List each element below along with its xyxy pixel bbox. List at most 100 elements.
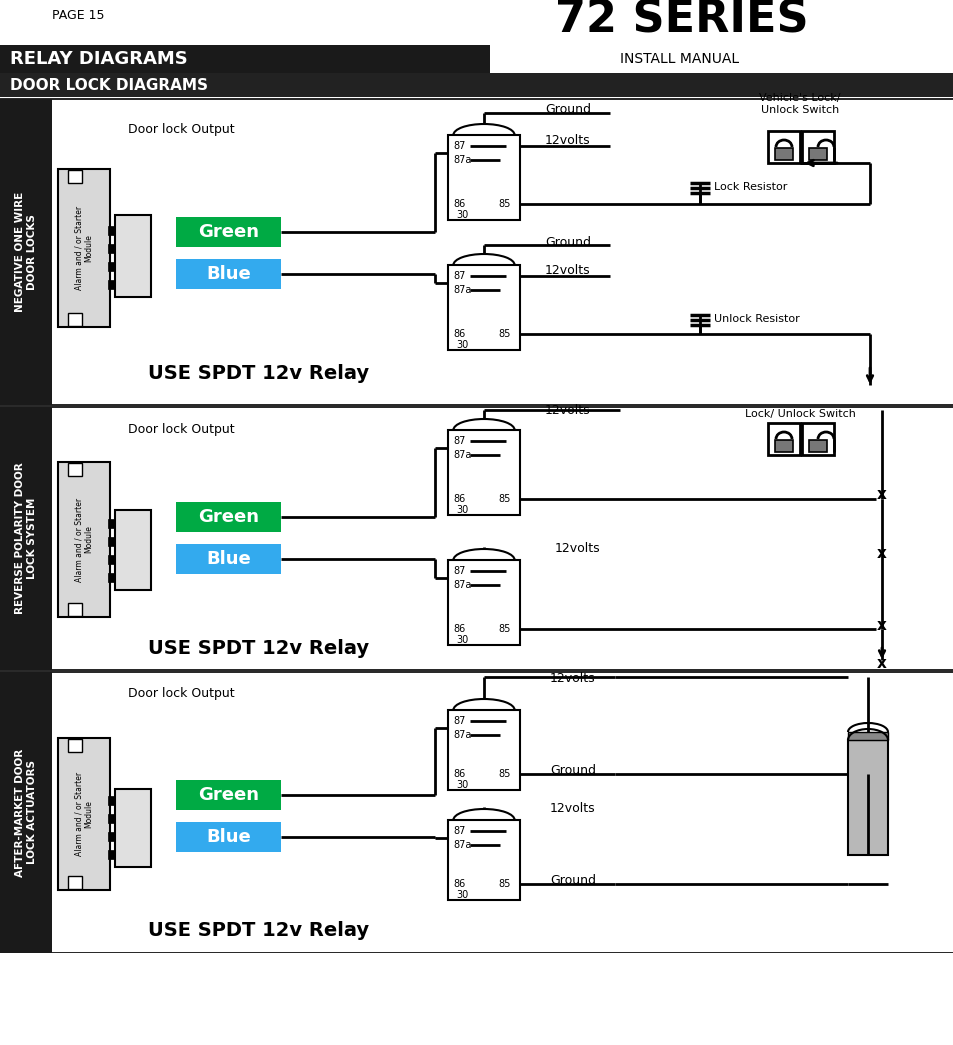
Text: AFTER-MARKET DOOR
LOCK ACTUATORS: AFTER-MARKET DOOR LOCK ACTUATORS: [15, 748, 37, 877]
Bar: [108, 814, 115, 823]
Bar: [58, 169, 110, 327]
Text: 30: 30: [456, 780, 468, 790]
Bar: [801, 423, 833, 455]
Bar: [448, 710, 519, 790]
Text: x: x: [876, 487, 886, 502]
Text: x: x: [876, 545, 886, 560]
Bar: [448, 820, 519, 900]
Bar: [175, 822, 281, 852]
Text: 85: 85: [497, 494, 510, 504]
Text: DOOR LOCK DIAGRAMS: DOOR LOCK DIAGRAMS: [10, 77, 208, 93]
Text: 30: 30: [456, 340, 468, 350]
Text: x: x: [876, 655, 886, 671]
Text: 30: 30: [456, 890, 468, 900]
Bar: [767, 423, 800, 455]
Bar: [448, 560, 519, 645]
Bar: [448, 265, 519, 350]
Text: Door lock Output: Door lock Output: [128, 122, 234, 136]
Bar: [808, 148, 826, 160]
Text: 12volts: 12volts: [544, 403, 590, 417]
Text: Alarm and / or Starter
Module: Alarm and / or Starter Module: [74, 497, 93, 582]
Bar: [808, 440, 826, 452]
Text: 87: 87: [453, 716, 465, 726]
Text: Ground: Ground: [550, 764, 596, 776]
Bar: [175, 259, 281, 289]
Text: Green: Green: [198, 508, 258, 526]
Text: 12volts: 12volts: [555, 541, 600, 555]
Bar: [108, 573, 115, 582]
Bar: [108, 226, 115, 235]
Text: x: x: [876, 618, 886, 632]
Text: Green: Green: [198, 786, 258, 804]
Bar: [108, 796, 115, 805]
Text: 30: 30: [456, 210, 468, 220]
Text: Unlock Resistor: Unlock Resistor: [713, 314, 799, 324]
Text: 87a: 87a: [453, 285, 471, 295]
Text: 87a: 87a: [453, 730, 471, 740]
Text: 85: 85: [497, 624, 510, 634]
Bar: [774, 440, 792, 452]
Bar: [175, 544, 281, 574]
Text: USE SPDT 12v Relay: USE SPDT 12v Relay: [148, 364, 369, 382]
Bar: [108, 262, 115, 271]
Text: Door lock Output: Door lock Output: [128, 422, 234, 436]
Text: INSTALL MANUAL: INSTALL MANUAL: [619, 52, 739, 66]
Bar: [115, 789, 151, 867]
Bar: [108, 555, 115, 564]
Text: 72 SERIES: 72 SERIES: [555, 0, 808, 42]
Bar: [0, 672, 52, 953]
Text: USE SPDT 12v Relay: USE SPDT 12v Relay: [148, 922, 369, 941]
Text: 12volts: 12volts: [550, 673, 595, 686]
Bar: [0, 99, 52, 405]
Bar: [115, 215, 151, 297]
Text: USE SPDT 12v Relay: USE SPDT 12v Relay: [148, 638, 369, 657]
Text: 12volts: 12volts: [544, 263, 590, 277]
Bar: [108, 832, 115, 841]
Bar: [767, 131, 800, 163]
Text: 85: 85: [497, 769, 510, 779]
Bar: [0, 953, 953, 1045]
Bar: [58, 462, 110, 617]
Text: Blue: Blue: [206, 265, 251, 283]
Text: 86: 86: [453, 199, 465, 209]
Bar: [68, 739, 82, 752]
Text: 86: 86: [453, 329, 465, 339]
Text: 87: 87: [453, 566, 465, 576]
Text: 30: 30: [456, 635, 468, 645]
Text: 86: 86: [453, 494, 465, 504]
Text: 87a: 87a: [453, 155, 471, 165]
Text: 12volts: 12volts: [544, 134, 590, 146]
Text: 12volts: 12volts: [550, 803, 595, 815]
Text: 85: 85: [497, 199, 510, 209]
Bar: [68, 876, 82, 889]
Bar: [0, 99, 953, 405]
Bar: [847, 732, 887, 740]
Text: Alarm and / or Starter
Module: Alarm and / or Starter Module: [74, 772, 93, 856]
Text: 86: 86: [453, 879, 465, 889]
Bar: [0, 407, 953, 670]
Bar: [448, 429, 519, 515]
Text: Lock/ Unlock Switch: Lock/ Unlock Switch: [743, 409, 855, 419]
Text: Door lock Output: Door lock Output: [128, 688, 234, 700]
Text: NEGATIVE ONE WIRE
DOOR LOCKS: NEGATIVE ONE WIRE DOOR LOCKS: [15, 192, 37, 312]
Text: RELAY DIAGRAMS: RELAY DIAGRAMS: [10, 50, 188, 68]
Bar: [175, 502, 281, 532]
Text: 87: 87: [453, 436, 465, 446]
Text: 85: 85: [497, 879, 510, 889]
Text: 87: 87: [453, 826, 465, 836]
Text: Blue: Blue: [206, 828, 251, 846]
Bar: [0, 45, 490, 73]
Text: REVERSE POLARITY DOOR
LOCK SYSTEM: REVERSE POLARITY DOOR LOCK SYSTEM: [15, 463, 37, 614]
Bar: [108, 537, 115, 545]
Text: Green: Green: [198, 223, 258, 241]
Bar: [68, 314, 82, 326]
Bar: [175, 780, 281, 810]
Text: 30: 30: [456, 505, 468, 515]
Bar: [68, 170, 82, 183]
Text: 87: 87: [453, 141, 465, 150]
Text: 87a: 87a: [453, 580, 471, 590]
Text: Lock Resistor: Lock Resistor: [713, 182, 786, 192]
Bar: [175, 217, 281, 247]
Text: PAGE 15: PAGE 15: [52, 8, 105, 22]
Bar: [0, 407, 52, 670]
